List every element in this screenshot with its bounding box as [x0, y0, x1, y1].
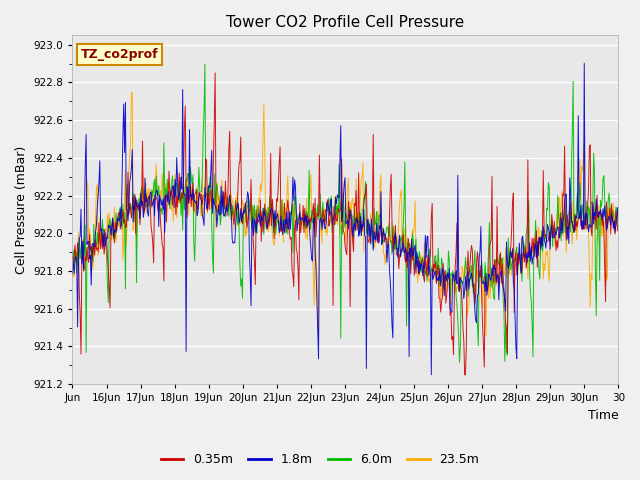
Title: Tower CO2 Profile Cell Pressure: Tower CO2 Profile Cell Pressure	[227, 15, 465, 30]
Legend: 0.35m, 1.8m, 6.0m, 23.5m: 0.35m, 1.8m, 6.0m, 23.5m	[156, 448, 484, 471]
Text: TZ_co2prof: TZ_co2prof	[81, 48, 158, 61]
Y-axis label: Cell Pressure (mBar): Cell Pressure (mBar)	[15, 145, 28, 274]
X-axis label: Time: Time	[588, 409, 618, 422]
